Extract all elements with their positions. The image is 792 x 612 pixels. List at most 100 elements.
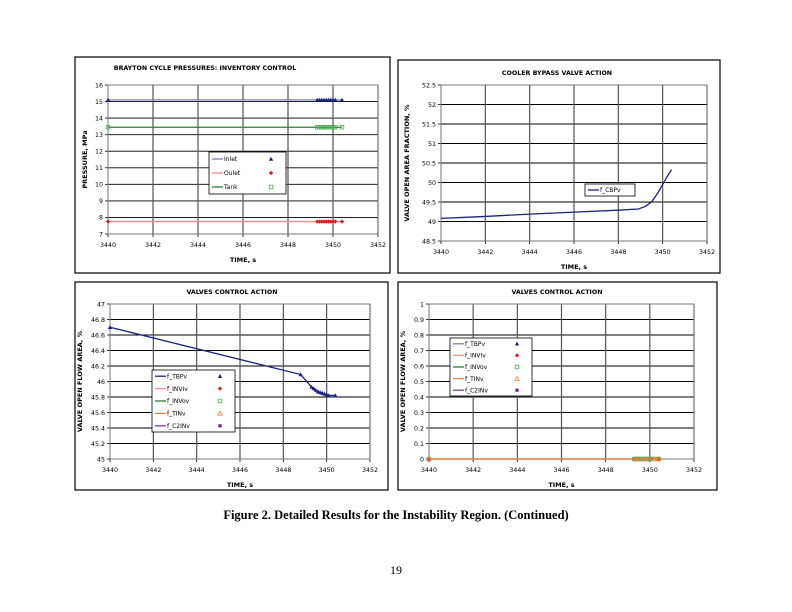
x-tick-label: 3452	[370, 242, 386, 249]
x-tick-label: 3444	[189, 467, 205, 474]
y-tick-label: 46	[97, 379, 105, 386]
y-tick-label: 52.5	[422, 82, 436, 89]
chart-3: VALVES CONTROL ACTION 45 45.2 45.4 45.6 45.8 4…	[74, 281, 389, 491]
data-point-Tank	[330, 125, 336, 130]
data-point-Inlet	[105, 97, 111, 102]
x-tick-label: 3452	[699, 249, 715, 256]
y-tick-label: 46.8	[91, 317, 105, 324]
legend-marker-f_TINv	[217, 410, 223, 416]
y-tick-label: 1	[420, 301, 424, 308]
x-tick-label: 3442	[145, 242, 161, 249]
y-tick-label: 7	[99, 231, 103, 238]
data-point-f_TINv	[426, 455, 432, 462]
y-tick-label: 15	[95, 99, 103, 106]
y-tick-label: 0.4	[414, 394, 424, 401]
x-tick-label: 3450	[319, 467, 335, 474]
data-point-Oulet	[328, 219, 333, 224]
y-axis-label: PRESSURE, MPa	[81, 130, 89, 188]
x-axis-label: TIME, s	[227, 481, 253, 489]
legend-marker-f_INVov	[514, 364, 520, 370]
data-point-Tank	[339, 125, 345, 130]
y-tick-label: 0.3	[414, 410, 424, 417]
data-point-Tank	[333, 125, 338, 130]
chart-1: BRAYTON CYCLE PRESSURES: INVENTORY CONTR…	[74, 56, 391, 274]
data-point-Oulet	[330, 219, 336, 224]
y-tick-label: 0	[420, 456, 424, 463]
y-tick-label: 0.6	[414, 363, 424, 370]
y-tick-label: 0.7	[414, 348, 424, 355]
data-point-f_TBPv	[326, 393, 332, 398]
x-tick-label: 3442	[477, 249, 493, 256]
y-tick-label: 45.6	[91, 410, 105, 417]
legend-marker-Oulet	[268, 170, 274, 176]
y-tick-label: 47	[97, 301, 105, 308]
data-point-Oulet	[339, 219, 345, 224]
data-point-Tank	[105, 125, 111, 130]
legend-label: f_INVov	[167, 398, 190, 405]
data-point-Oulet	[105, 219, 111, 224]
data-point-Oulet	[333, 219, 338, 224]
y-axis-label: VALVE OPEN AREA FRACTION, %	[403, 104, 411, 222]
data-point-Tank	[324, 125, 329, 130]
chart-4: VALVES CONTROL ACTION 0 0.1 0.2 0.3 0.4 0.5 0.6…	[397, 281, 718, 491]
legend-label: f_C2INv	[167, 423, 190, 430]
y-tick-label: 10	[95, 182, 103, 189]
legend-marker-f_INVIv	[514, 353, 520, 358]
plot-area	[109, 303, 371, 460]
legend-marker-f_TINv	[514, 375, 520, 381]
legend-marker-f_C2INv	[218, 424, 222, 428]
x-tick-label: 3440	[421, 467, 437, 474]
legend-marker-f_TBPv	[514, 341, 520, 346]
y-tick-label: 50	[428, 180, 436, 187]
data-point-Tank	[328, 125, 333, 130]
data-point-Tank	[315, 125, 320, 130]
y-tick-label: 51.5	[422, 121, 436, 128]
x-tick-label: 3448	[280, 242, 296, 249]
x-tick-label: 3440	[102, 467, 118, 474]
chart-title: COOLER BYPASS VALVE ACTION	[502, 70, 612, 77]
y-tick-label: 8	[99, 215, 103, 222]
x-tick-label: 3444	[522, 249, 538, 256]
x-tick-label: 3446	[566, 249, 582, 256]
legend-box	[584, 183, 636, 197]
legend-marker-f_C2INv	[515, 388, 519, 392]
y-tick-label: 51	[428, 141, 436, 148]
legend-label: f_CBPv	[600, 187, 621, 194]
y-tick-label: 50.5	[422, 160, 436, 167]
data-point-f_TINv	[642, 455, 649, 462]
legend-label: f_TINv	[465, 376, 484, 383]
y-tick-label: 0.1	[414, 441, 424, 448]
data-point-f_TBPv	[298, 372, 303, 377]
x-tick-label: 3440	[100, 242, 116, 249]
y-tick-label: 0.8	[414, 332, 424, 339]
legend-label: f_TINv	[167, 411, 186, 418]
x-tick-label: 3444	[190, 242, 206, 249]
x-tick-label: 3446	[553, 467, 569, 474]
data-point-Oulet	[319, 219, 324, 224]
x-tick-label: 3450	[325, 242, 341, 249]
series-line-f_CBPv	[440, 169, 673, 220]
legend-label: f_INVIv	[167, 386, 188, 393]
y-tick-label: 45	[97, 456, 105, 463]
legend-marker-f_INVIv	[217, 386, 223, 391]
data-point-f_TBPv	[313, 387, 319, 392]
x-tick-label: 3452	[686, 467, 702, 474]
data-point-Tank	[321, 125, 327, 130]
data-point-Oulet	[317, 219, 322, 224]
data-point-Tank	[317, 125, 322, 130]
x-tick-label: 3452	[362, 467, 378, 474]
y-tick-label: 12	[95, 149, 103, 156]
data-point-Oulet	[324, 219, 329, 224]
x-tick-label: 3450	[655, 249, 671, 256]
y-tick-label: 46.2	[91, 363, 105, 370]
figure-caption: Figure 2. Detailed Results for the Insta…	[223, 508, 569, 522]
data-point-f_TINv	[651, 455, 658, 462]
plot-area	[107, 84, 379, 235]
y-tick-label: 0.5	[414, 379, 424, 386]
y-tick-label: 49.5	[422, 199, 436, 206]
x-tick-label: 3442	[145, 467, 161, 474]
x-axis-label: TIME, s	[548, 481, 574, 489]
legend-label: f_INVov	[465, 364, 488, 371]
legend-label: Tank	[223, 184, 238, 191]
